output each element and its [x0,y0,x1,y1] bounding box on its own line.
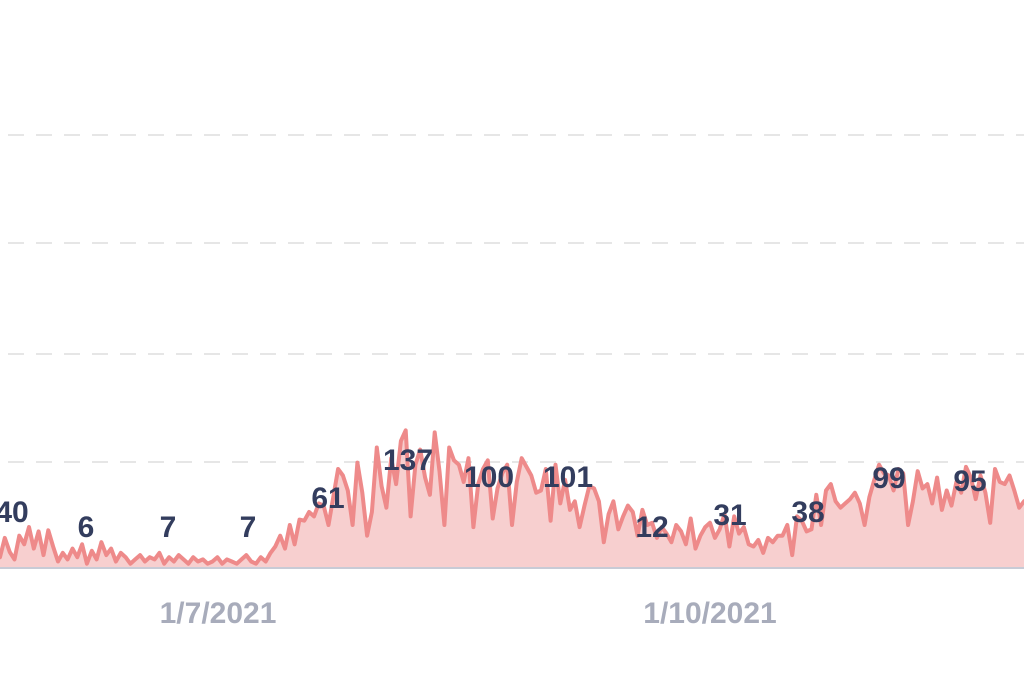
x-tick-label: 1/10/2021 [643,597,776,630]
data-label: 100 [464,461,514,494]
data-label: 7 [240,511,257,544]
data-label: 137 [383,444,433,477]
data-labels: 40 6 7 7 61 137 100 101 12 31 38 99 95 [0,444,987,544]
x-axis-tick-labels: 1/7/2021 1/10/2021 [160,597,777,630]
data-label: 38 [791,496,824,529]
data-label: 6 [78,511,95,544]
x-tick-label: 1/7/2021 [160,597,277,630]
data-label: 12 [635,511,668,544]
data-label: 101 [543,461,593,494]
gridlines [8,134,1024,463]
data-label: 31 [713,499,746,532]
series-area-fill [0,430,1024,568]
data-label: 99 [872,462,905,495]
data-label: 40 [0,496,29,529]
series-line [0,428,1024,566]
data-label: 7 [160,511,177,544]
data-label: 95 [953,465,986,498]
data-label: 61 [311,482,344,515]
